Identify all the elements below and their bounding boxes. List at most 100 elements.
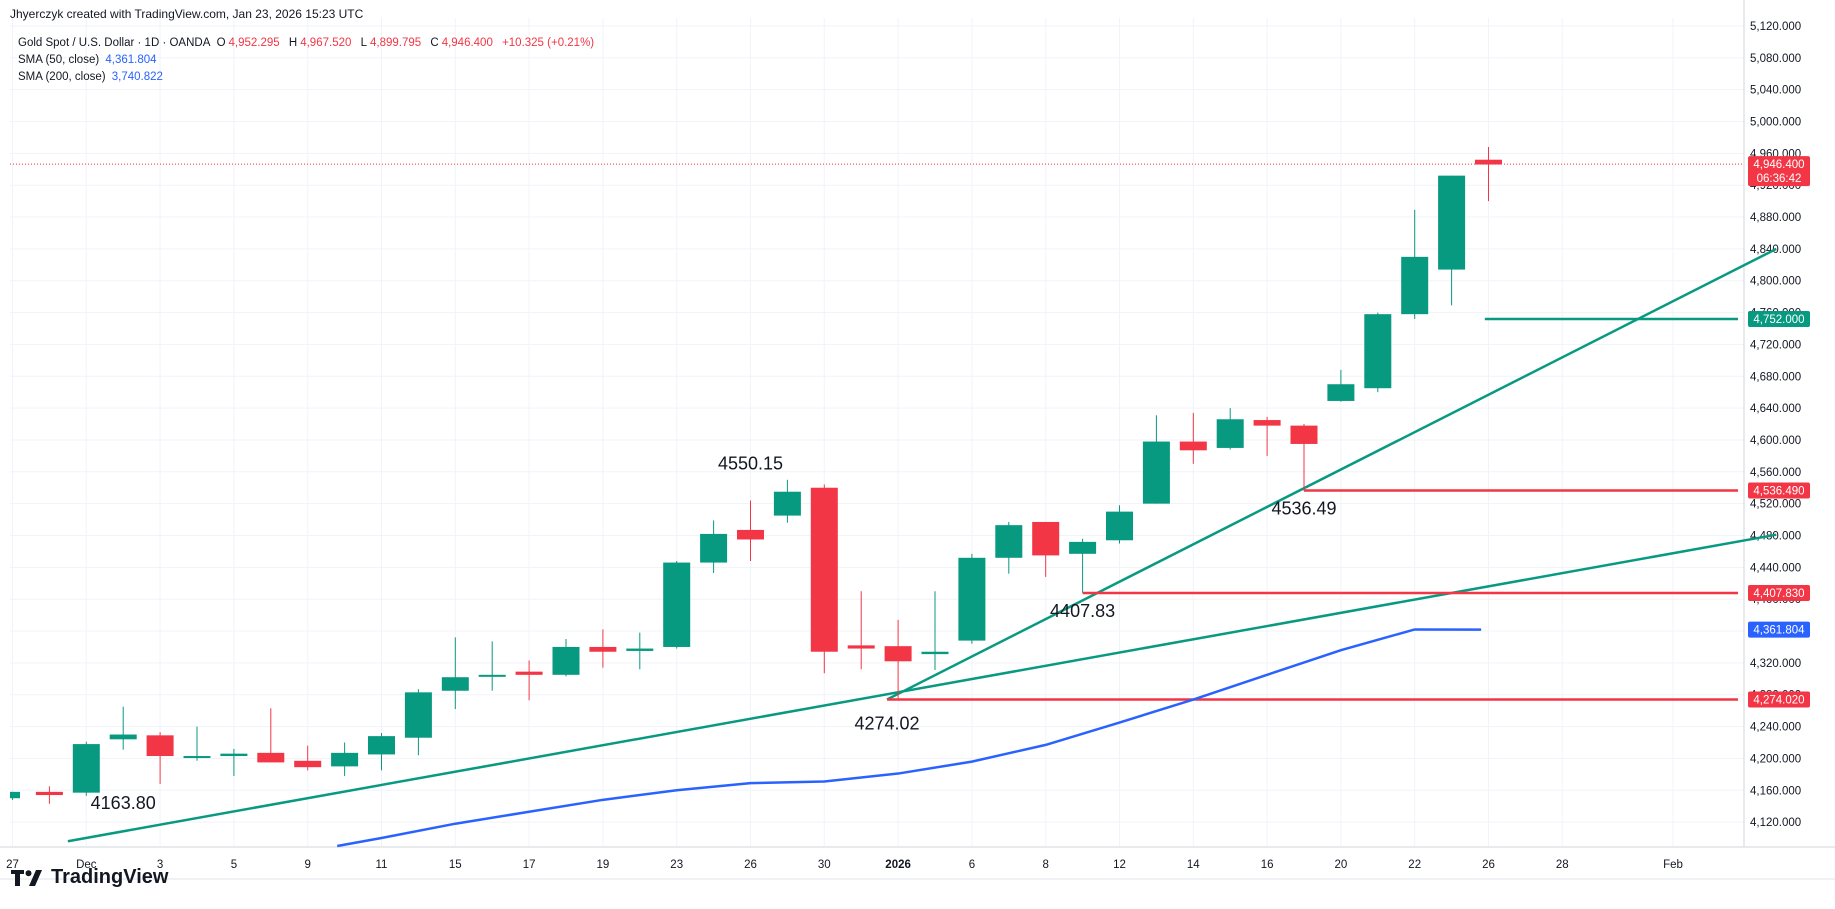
x-tick-label: 3 <box>157 859 163 871</box>
candle-body <box>1475 159 1502 165</box>
y-tick-label: 5,120.000 <box>1750 21 1801 33</box>
last-price-badge-countdown: 06:36:42 <box>1757 173 1802 185</box>
x-tick-label: 19 <box>597 859 610 871</box>
sma200-row[interactable]: SMA (200, close) 3,740.822 <box>18 69 597 86</box>
candle-up <box>478 641 506 691</box>
x-tick-label: 8 <box>1042 859 1048 871</box>
y-tick-label: 5,080.000 <box>1750 53 1801 65</box>
candle-up <box>921 591 949 671</box>
x-tick-label: 15 <box>449 859 462 871</box>
candle-up <box>1216 408 1244 450</box>
y-tick-label: 4,200.000 <box>1750 753 1801 765</box>
y-tick-label: 4,520.000 <box>1750 499 1801 511</box>
level-badge-bg <box>1748 310 1810 327</box>
candle-body <box>1032 521 1060 556</box>
candle-body <box>1216 419 1244 448</box>
candles <box>10 146 1502 804</box>
level-badge-text: 4,536.490 <box>1753 486 1804 498</box>
brand-name: TradingView <box>51 866 169 888</box>
price-annotation: 4407.83 <box>1050 601 1115 621</box>
candle-down <box>1290 424 1318 491</box>
y-tick-label: 4,800.000 <box>1750 276 1801 288</box>
sma200-value: 3,740.822 <box>111 71 163 83</box>
candle-up <box>10 791 20 800</box>
candle-up <box>441 637 469 710</box>
ohlc-row: Gold Spot / U.S. Dollar · 1D · OANDA O 4,… <box>18 35 597 52</box>
candle-body <box>109 734 137 740</box>
candle-up <box>72 741 100 796</box>
candle-body <box>884 646 912 662</box>
axes: 4,120.0004,160.0004,200.0004,240.0004,28… <box>0 0 1835 880</box>
candle-up <box>958 553 986 644</box>
candle-body <box>10 791 20 799</box>
candle-body <box>478 674 506 677</box>
sma-line <box>336 628 1482 848</box>
x-tick-label: Dec <box>76 859 97 871</box>
horizontal-levels <box>10 163 1744 701</box>
annotations: 4163.80 4550.15 4274.02 4407.83 4536.49 <box>91 454 1337 814</box>
sma50-badge-bg <box>1748 621 1810 638</box>
created-by-text: Jhyerczyk created with TradingView.com, … <box>10 7 364 21</box>
candle-body <box>1253 420 1281 426</box>
candle-up <box>1106 505 1133 544</box>
price-annotation: 4550.15 <box>718 454 783 474</box>
candle-body <box>1179 441 1207 451</box>
price-badges: 4,752.000 4,536.490 4,407.830 4,274.020 4,94… <box>1748 156 1810 708</box>
y-tick-label: 4,480.000 <box>1750 531 1801 543</box>
x-tick-label: 20 <box>1335 859 1348 871</box>
level-badge-text: 4,407.830 <box>1753 588 1804 600</box>
candle-body <box>35 791 63 796</box>
y-tick-label: 4,320.000 <box>1750 658 1801 670</box>
candle-up <box>368 732 395 771</box>
candle-up <box>1438 175 1466 306</box>
last-price-badge-text: 4,946.400 <box>1753 159 1804 171</box>
candle-down <box>35 786 63 804</box>
y-tick-label: 4,240.000 <box>1750 722 1801 734</box>
candle-body <box>995 525 1023 558</box>
y-tick-label: 4,680.000 <box>1750 371 1801 383</box>
candle-body <box>700 533 728 563</box>
x-tick-label: 11 <box>376 859 388 871</box>
candle-body <box>810 487 838 652</box>
candle-down <box>1179 412 1207 464</box>
tradingview-logo[interactable]: TradingView <box>11 866 168 889</box>
change-value: +10.325 (+0.21%) <box>502 37 595 49</box>
y-tick-label: 4,720.000 <box>1750 339 1801 351</box>
candle-up <box>552 639 580 677</box>
close-label: C <box>430 37 439 49</box>
high-label: H <box>288 37 298 49</box>
candle-up <box>1327 369 1355 402</box>
candle-body <box>1401 256 1429 315</box>
x-tick-label: 28 <box>1556 859 1569 871</box>
candle-body <box>220 753 248 757</box>
candle-body <box>958 557 986 641</box>
open-value: 4,952.295 <box>228 37 280 49</box>
sma50-row[interactable]: SMA (50, close) 4,361.804 <box>18 52 597 69</box>
candle-up <box>1142 415 1170 504</box>
low-value: 4,899.795 <box>370 37 422 49</box>
close-value: 4,946.400 <box>441 37 493 49</box>
x-tick-label: 26 <box>1482 859 1495 871</box>
candle-up <box>700 520 728 573</box>
candle-body <box>72 744 100 793</box>
x-tick-label: 22 <box>1408 859 1421 871</box>
x-tick-label: 6 <box>969 859 975 871</box>
level-badge-bg <box>1748 584 1810 601</box>
candle-body <box>368 736 395 755</box>
y-tick-label: 4,440.000 <box>1750 562 1801 574</box>
candle-down <box>884 619 912 700</box>
level-badge-text: 4,274.020 <box>1753 694 1804 706</box>
candle-body <box>847 645 875 649</box>
candle-body <box>663 562 691 647</box>
candle-body <box>1106 511 1133 541</box>
candle-body <box>1142 441 1170 504</box>
candle-body <box>737 529 764 540</box>
candle-up <box>109 706 137 750</box>
candle-body <box>441 677 469 691</box>
candle-body <box>515 671 543 675</box>
candle-down <box>1032 521 1060 577</box>
sma50-value: 4,361.804 <box>105 54 157 66</box>
candle-down <box>146 732 174 784</box>
candle-down <box>737 500 764 561</box>
